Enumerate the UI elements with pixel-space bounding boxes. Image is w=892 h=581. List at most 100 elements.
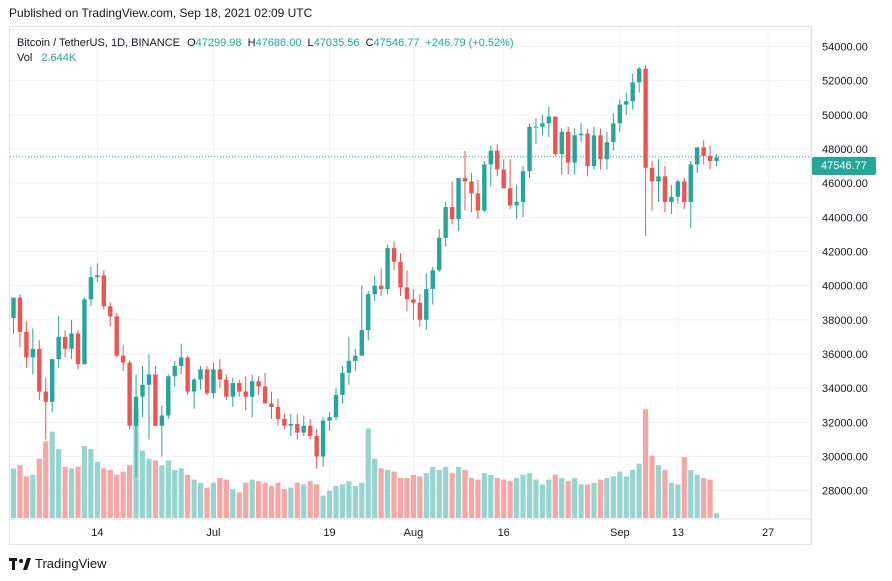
candle <box>649 160 655 211</box>
candle <box>211 362 216 399</box>
candle <box>172 360 177 387</box>
volume-bar <box>172 470 178 518</box>
volume-bar <box>49 431 55 518</box>
published-caption: Published on TradingView.com, Sep 18, 20… <box>9 6 313 20</box>
candle <box>249 374 255 418</box>
low-value: 47035.56 <box>313 37 360 49</box>
candle <box>507 159 513 209</box>
volume-bar <box>372 458 378 518</box>
candle-body <box>372 285 377 295</box>
candle <box>578 123 584 143</box>
volume-bar <box>520 474 526 518</box>
candle <box>114 313 119 358</box>
candle <box>475 179 481 220</box>
candle-body <box>224 379 229 397</box>
candle-body <box>411 299 416 303</box>
candle <box>75 330 81 370</box>
candle <box>56 316 61 368</box>
candle-body <box>643 68 648 168</box>
candle-body <box>391 248 397 262</box>
candle <box>320 417 326 467</box>
candle-body <box>114 316 119 356</box>
volume-bar <box>423 473 429 518</box>
volume-bar <box>43 441 49 518</box>
candle-body <box>340 372 345 395</box>
grid-layer <box>10 27 811 519</box>
candle-body <box>320 420 326 457</box>
candle-body <box>662 176 668 202</box>
candle <box>191 377 197 409</box>
volume-bar <box>185 474 191 518</box>
volume-bar <box>455 466 462 518</box>
y-tick-label: 44000.00 <box>822 212 868 224</box>
volume-bar <box>397 478 404 518</box>
candle-body <box>707 155 713 161</box>
candle-body <box>649 167 655 182</box>
tradingview-logo[interactable]: TradingView <box>9 556 107 571</box>
candle-body <box>527 126 532 172</box>
candle <box>604 131 610 170</box>
volume-bar <box>94 462 100 518</box>
candle <box>501 159 506 189</box>
candle <box>108 302 113 327</box>
volume-bar <box>281 489 287 518</box>
volume-bar <box>127 465 133 518</box>
volume-bar <box>565 481 571 518</box>
volume-bar <box>507 481 513 518</box>
y-tick-label: 52000.00 <box>822 76 868 88</box>
last-price-tag: 47546.77 <box>812 157 876 175</box>
candle-body <box>269 403 274 407</box>
y-tick-label: 46000.00 <box>822 178 868 190</box>
candle-body <box>546 116 552 124</box>
volume-bar <box>655 465 662 518</box>
volume-bar <box>514 478 520 518</box>
volume-bar <box>584 484 591 518</box>
candle-body <box>166 376 171 416</box>
volume-bar <box>468 478 475 518</box>
candle-body <box>624 101 629 105</box>
candle <box>675 179 681 204</box>
volume-bar <box>217 478 223 518</box>
candle-body <box>572 135 577 163</box>
candle-body <box>256 381 261 387</box>
candle-body <box>140 384 145 397</box>
candle-body <box>262 386 268 404</box>
candle <box>372 275 377 302</box>
y-tick-label: 36000.00 <box>822 349 868 361</box>
candle-body <box>217 369 223 380</box>
candle-body <box>153 374 158 426</box>
candle-body <box>95 275 100 278</box>
candle-body <box>443 207 448 238</box>
volume-bar <box>559 478 565 518</box>
x-tick-label: 16 <box>498 527 510 539</box>
candle <box>120 345 126 372</box>
candle-body <box>482 164 487 211</box>
volume-bar <box>210 482 217 518</box>
volume-bar <box>688 470 694 518</box>
x-tick-label: Sep <box>610 527 630 539</box>
volume-bar <box>365 428 371 518</box>
open-value: 47299.98 <box>195 37 242 49</box>
candle-body <box>437 237 442 271</box>
x-axis: 14 Jul 19 Aug 16 Sep 13 27 <box>9 518 811 539</box>
candle-body <box>675 181 681 197</box>
volume-bar <box>191 479 197 518</box>
candle <box>43 377 48 440</box>
candle <box>559 128 564 175</box>
volume-bar <box>223 479 229 518</box>
candle-body <box>501 169 506 189</box>
candle-body <box>591 135 597 167</box>
candle-body <box>62 336 68 349</box>
candle-body <box>159 415 165 426</box>
volume-label: Vol <box>17 52 33 64</box>
candle <box>682 178 687 209</box>
volume-bar <box>488 474 494 518</box>
candle-body <box>430 270 435 290</box>
candle <box>514 184 519 220</box>
candle <box>520 166 526 218</box>
candle <box>624 92 629 115</box>
candle-body <box>636 68 642 83</box>
x-tick-label: 19 <box>323 527 335 539</box>
volume-bar <box>443 466 449 518</box>
